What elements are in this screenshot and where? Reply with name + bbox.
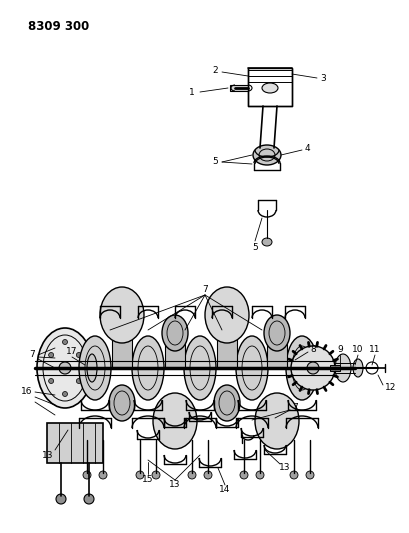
Text: 10: 10 bbox=[351, 345, 363, 354]
Bar bbox=[164, 323, 184, 368]
Ellipse shape bbox=[100, 287, 144, 343]
Text: 14: 14 bbox=[219, 486, 230, 495]
Bar bbox=[329, 365, 339, 371]
Ellipse shape bbox=[162, 315, 188, 351]
Circle shape bbox=[76, 352, 81, 358]
Text: 5: 5 bbox=[252, 244, 257, 253]
Text: 9: 9 bbox=[336, 345, 342, 354]
Ellipse shape bbox=[255, 471, 263, 479]
Ellipse shape bbox=[56, 494, 66, 504]
Text: 8309 300: 8309 300 bbox=[28, 20, 89, 33]
Bar bbox=[216, 323, 236, 368]
Text: 12: 12 bbox=[384, 384, 396, 392]
Ellipse shape bbox=[99, 471, 107, 479]
Ellipse shape bbox=[285, 336, 317, 400]
Text: 13: 13 bbox=[42, 451, 54, 461]
Circle shape bbox=[49, 378, 54, 384]
Bar bbox=[247, 68, 291, 106]
Ellipse shape bbox=[263, 315, 289, 351]
Text: 11: 11 bbox=[369, 345, 380, 354]
Ellipse shape bbox=[79, 336, 111, 400]
Circle shape bbox=[62, 340, 67, 344]
Ellipse shape bbox=[305, 471, 313, 479]
Ellipse shape bbox=[204, 287, 248, 343]
Text: 5: 5 bbox=[212, 157, 218, 166]
Ellipse shape bbox=[152, 471, 160, 479]
Text: 2: 2 bbox=[212, 66, 218, 75]
Ellipse shape bbox=[352, 359, 362, 377]
Circle shape bbox=[306, 362, 318, 374]
Ellipse shape bbox=[87, 354, 97, 382]
Ellipse shape bbox=[213, 385, 239, 421]
Circle shape bbox=[290, 346, 334, 390]
Text: 16: 16 bbox=[20, 387, 32, 397]
Circle shape bbox=[76, 378, 81, 384]
Text: 3: 3 bbox=[319, 74, 325, 83]
Ellipse shape bbox=[153, 393, 196, 449]
Ellipse shape bbox=[109, 385, 135, 421]
Ellipse shape bbox=[132, 336, 164, 400]
Text: 7: 7 bbox=[291, 403, 297, 413]
Ellipse shape bbox=[84, 494, 94, 504]
Text: 4: 4 bbox=[304, 143, 310, 152]
Ellipse shape bbox=[37, 328, 93, 408]
Ellipse shape bbox=[83, 471, 91, 479]
Ellipse shape bbox=[254, 393, 298, 449]
Ellipse shape bbox=[136, 471, 144, 479]
Circle shape bbox=[49, 352, 54, 358]
Circle shape bbox=[62, 392, 67, 397]
Ellipse shape bbox=[289, 471, 297, 479]
Ellipse shape bbox=[334, 354, 350, 382]
Ellipse shape bbox=[252, 145, 280, 165]
Text: 15: 15 bbox=[142, 475, 153, 484]
Bar bbox=[229, 85, 247, 91]
Text: 13: 13 bbox=[169, 481, 180, 489]
Ellipse shape bbox=[261, 238, 271, 246]
Bar bbox=[266, 323, 286, 368]
Ellipse shape bbox=[236, 336, 267, 400]
Bar bbox=[47, 423, 103, 463]
Ellipse shape bbox=[239, 471, 247, 479]
Ellipse shape bbox=[204, 471, 211, 479]
Ellipse shape bbox=[261, 83, 277, 93]
Ellipse shape bbox=[59, 362, 71, 374]
Bar bbox=[112, 323, 132, 368]
Text: 7: 7 bbox=[29, 351, 35, 359]
Ellipse shape bbox=[184, 336, 216, 400]
Text: 7: 7 bbox=[202, 286, 207, 295]
Ellipse shape bbox=[188, 471, 196, 479]
Text: 1: 1 bbox=[189, 87, 195, 96]
Text: 8: 8 bbox=[309, 345, 315, 354]
Text: 13: 13 bbox=[279, 464, 290, 472]
Text: 17: 17 bbox=[66, 348, 78, 357]
